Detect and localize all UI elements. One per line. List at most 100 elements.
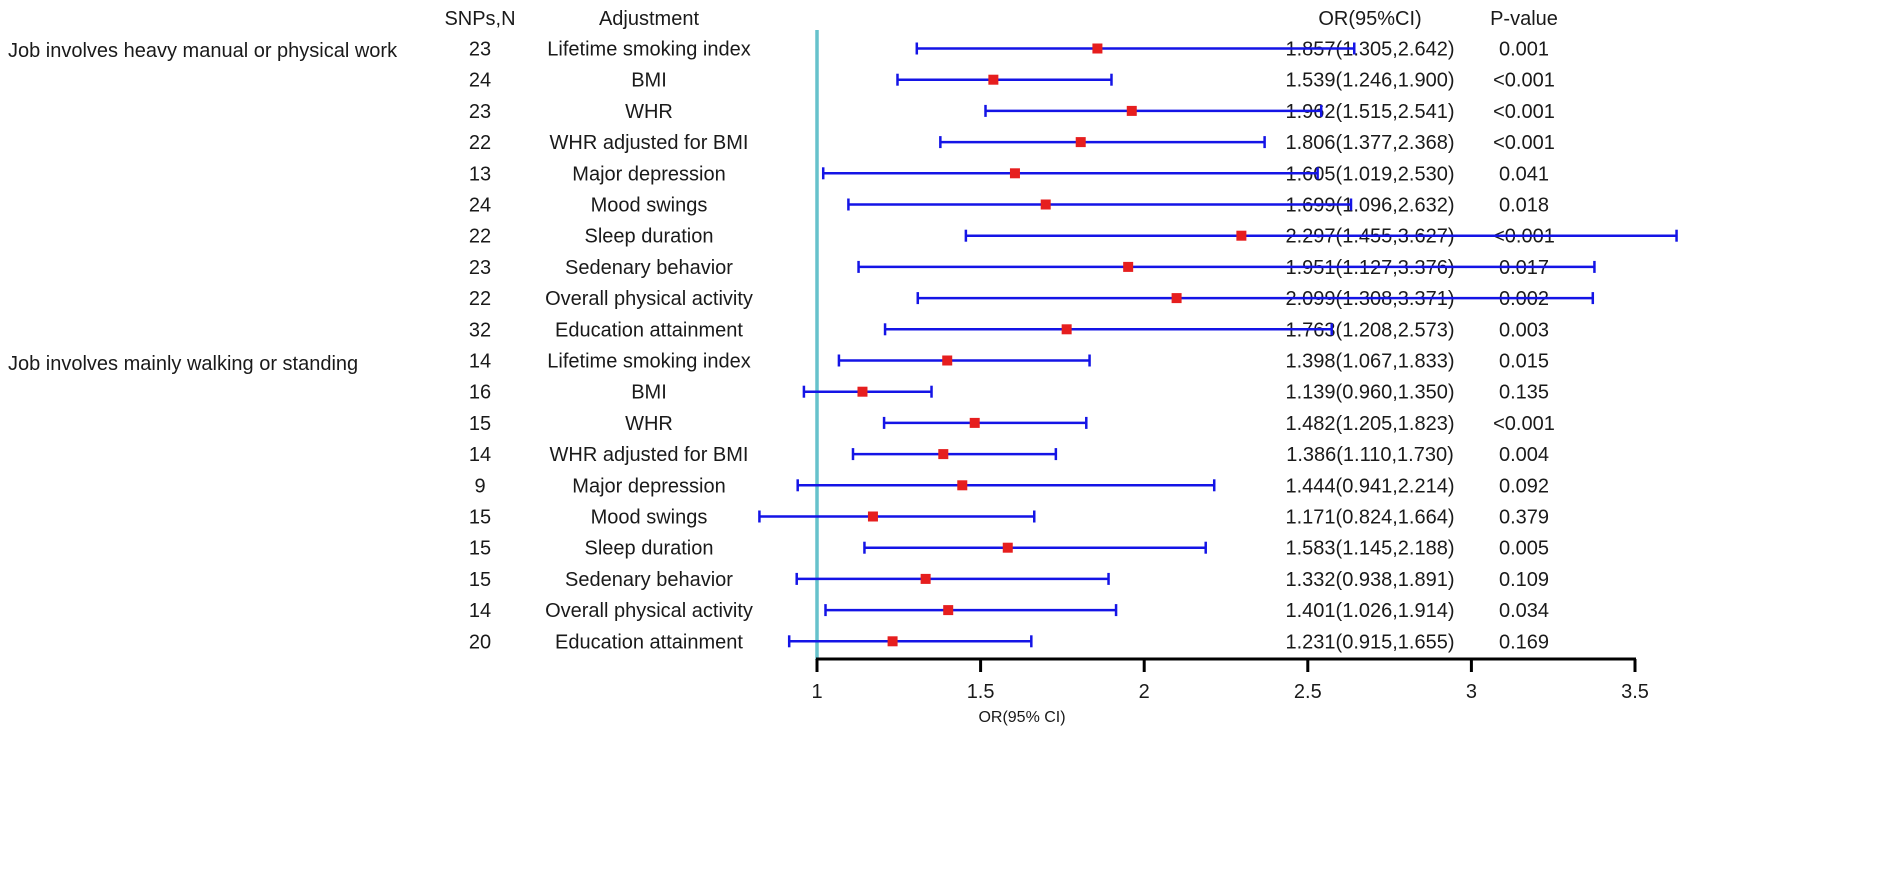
or-point xyxy=(969,417,980,428)
row-snps: 32 xyxy=(469,319,491,341)
or-point xyxy=(1123,261,1134,272)
forest-row: 22 WHR adjusted for BMI 1.806(1.377,2.368)… xyxy=(469,132,1555,154)
x-tick-label: 3 xyxy=(1466,681,1477,703)
row-snps: 14 xyxy=(469,600,491,622)
row-or-ci: 1.401(1.026,1.914) xyxy=(1285,600,1454,622)
row-adjustment: Education attainment xyxy=(555,631,743,653)
row-pvalue: 0.109 xyxy=(1499,569,1549,591)
row-pvalue: <0.001 xyxy=(1493,70,1555,92)
group-label-heavy-manual: Job involves heavy manual or physical wo… xyxy=(8,40,398,62)
row-snps: 15 xyxy=(469,413,491,435)
or-point xyxy=(957,480,968,491)
x-tick-label: 2.5 xyxy=(1294,681,1322,703)
row-adjustment: Major depression xyxy=(572,475,725,497)
row-adjustment: WHR xyxy=(625,413,673,435)
forest-row: 14 Lifetime smoking index 1.398(1.067,1.83… xyxy=(469,351,1549,373)
row-or-ci: 1.332(0.938,1.891) xyxy=(1285,569,1454,591)
row-pvalue: <0.001 xyxy=(1493,101,1555,123)
row-adjustment: BMI xyxy=(631,70,667,92)
row-pvalue: 0.034 xyxy=(1499,600,1549,622)
x-tick-label: 1.5 xyxy=(967,681,995,703)
or-point xyxy=(1236,230,1247,241)
row-adjustment: Lifetime smoking index xyxy=(547,351,750,373)
row-or-ci: 1.583(1.145,2.188) xyxy=(1285,538,1454,560)
row-snps: 23 xyxy=(469,101,491,123)
row-or-ci: 1.763(1.208,2.573) xyxy=(1285,319,1454,341)
or-point xyxy=(857,386,868,397)
x-tick-label: 3.5 xyxy=(1621,681,1649,703)
row-or-ci: 1.386(1.110,1.730) xyxy=(1286,444,1454,466)
row-adjustment: Overall physical activity xyxy=(545,600,753,622)
or-point xyxy=(920,573,931,584)
or-point xyxy=(1061,324,1072,335)
row-adjustment: Lifetime smoking index xyxy=(547,39,750,61)
row-pvalue: <0.001 xyxy=(1493,413,1555,435)
row-snps: 23 xyxy=(469,257,491,279)
row-pvalue: 0.379 xyxy=(1499,507,1549,529)
row-adjustment: BMI xyxy=(631,382,667,404)
row-adjustment: Education attainment xyxy=(555,319,743,341)
header-snps: SNPs,N xyxy=(444,8,515,30)
row-snps: 15 xyxy=(469,569,491,591)
x-axis-title: OR(95% CI) xyxy=(978,709,1065,726)
or-point xyxy=(942,355,953,366)
or-point xyxy=(1126,105,1137,116)
forest-row: 24 BMI 1.539(1.246,1.900) <0.001 xyxy=(469,70,1555,92)
forest-row: 15 Mood swings 1.171(0.824,1.664) 0.379 xyxy=(469,507,1549,529)
row-pvalue: 0.135 xyxy=(1499,382,1549,404)
forest-row: 9 Major depression 1.444(0.941,2.214) 0.092 xyxy=(474,475,1549,497)
row-snps: 15 xyxy=(469,507,491,529)
row-adjustment: WHR xyxy=(625,101,673,123)
or-point xyxy=(1075,137,1086,148)
row-snps: 23 xyxy=(469,39,491,61)
row-snps: 13 xyxy=(469,163,491,185)
row-or-ci: 1.398(1.067,1.833) xyxy=(1285,351,1454,373)
x-axis: 1 1.5 2 2.5 3 3.5 xyxy=(811,657,1649,703)
row-pvalue: 0.004 xyxy=(1499,444,1549,466)
row-snps: 14 xyxy=(469,444,491,466)
row-adjustment: Sedenary behavior xyxy=(565,257,733,279)
row-adjustment: Sedenary behavior xyxy=(565,569,733,591)
forest-row: 15 WHR 1.482(1.205,1.823) <0.001 xyxy=(469,413,1555,435)
forest-row: 23 Lifetime smoking index 1.857(1.305,2.64… xyxy=(469,39,1549,61)
row-pvalue: 0.005 xyxy=(1499,538,1549,560)
row-adjustment: Sleep duration xyxy=(585,226,714,248)
or-point xyxy=(1040,199,1051,210)
forest-row: 13 Major depression 1.605(1.019,2.530) 0.04… xyxy=(469,163,1549,185)
forest-row: 14 WHR adjusted for BMI 1.386(1.110,1.730)… xyxy=(469,444,1549,466)
row-or-ci: 1.482(1.205,1.823) xyxy=(1285,413,1454,435)
forest-row: 15 Sedenary behavior 1.332(0.938,1.891) 0.1… xyxy=(469,569,1549,591)
row-pvalue: 0.001 xyxy=(1499,39,1549,61)
row-adjustment: Mood swings xyxy=(591,195,708,217)
forest-row: 22 Sleep duration 2.297(1.455,3.627) <0.001 xyxy=(469,226,1678,248)
or-point xyxy=(943,605,954,616)
row-snps: 22 xyxy=(469,288,491,310)
row-or-ci: 1.806(1.377,2.368) xyxy=(1285,132,1454,154)
or-point xyxy=(887,636,898,647)
forest-row: 24 Mood swings 1.699(1.096,2.632) 0.018 xyxy=(469,195,1549,217)
header-or: OR(95%CI) xyxy=(1318,8,1421,30)
row-or-ci: 1.962(1.515,2.541) xyxy=(1285,101,1454,123)
group-label-walking-standing: Job involves mainly walking or standing xyxy=(8,353,358,375)
row-snps: 24 xyxy=(469,70,491,92)
forest-row: 23 Sedenary behavior 1.951(1.127,3.376) 0.0… xyxy=(469,257,1596,279)
row-snps: 22 xyxy=(469,132,491,154)
row-snps: 16 xyxy=(469,382,491,404)
row-or-ci: 1.605(1.019,2.530) xyxy=(1285,163,1454,185)
row-adjustment: Mood swings xyxy=(591,507,708,529)
forest-row: 20 Education attainment 1.231(0.915,1.655)… xyxy=(469,631,1549,653)
row-or-ci: 1.444(0.941,2.214) xyxy=(1285,475,1454,497)
row-or-ci: 1.231(0.915,1.655) xyxy=(1285,631,1454,653)
forest-row: 16 BMI 1.139(0.960,1.350) 0.135 xyxy=(469,382,1549,404)
row-pvalue: 0.015 xyxy=(1499,351,1549,373)
row-or-ci: 1.139(0.960,1.350) xyxy=(1285,382,1454,404)
row-or-ci: 1.857(1.305,2.642) xyxy=(1285,39,1454,61)
row-pvalue: <0.001 xyxy=(1493,132,1555,154)
header-adjustment: Adjustment xyxy=(599,8,699,30)
or-point xyxy=(1092,43,1103,54)
or-point xyxy=(938,449,949,460)
row-snps: 20 xyxy=(469,631,491,653)
row-pvalue: 0.018 xyxy=(1499,195,1549,217)
row-pvalue: 0.169 xyxy=(1499,631,1549,653)
forest-row: 15 Sleep duration 1.583(1.145,2.188) 0.005 xyxy=(469,538,1549,560)
